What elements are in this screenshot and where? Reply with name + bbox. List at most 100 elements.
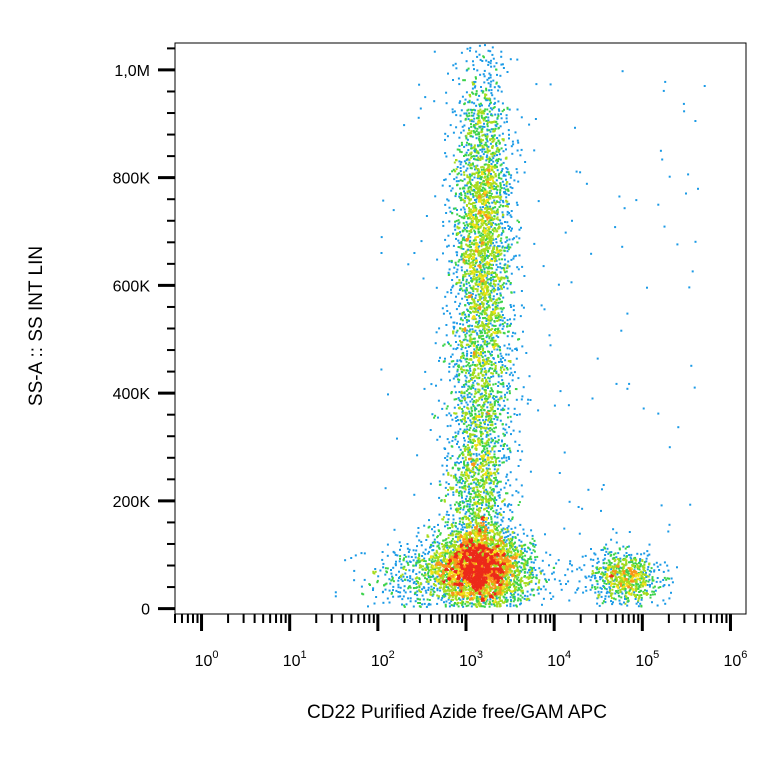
event-point (475, 562, 477, 565)
event-point (472, 214, 475, 216)
event-point (486, 534, 489, 537)
event-point (459, 602, 462, 605)
event-point (504, 598, 507, 601)
event-point (459, 504, 462, 507)
event-point (455, 483, 458, 486)
event-point (474, 558, 477, 560)
event-point (476, 537, 479, 540)
event-point (426, 564, 429, 567)
event-point (460, 360, 463, 363)
event-point (507, 530, 510, 533)
event-point (454, 375, 457, 378)
event-point (471, 589, 474, 591)
event-point (493, 501, 496, 504)
event-point (472, 453, 475, 456)
event-point (478, 583, 481, 586)
event-point (476, 488, 479, 491)
event-point (485, 412, 488, 415)
event-point (507, 554, 510, 557)
event-point (507, 535, 510, 538)
event-point (477, 560, 480, 563)
event-point (415, 573, 418, 575)
event-point (457, 552, 460, 555)
event-point (528, 569, 530, 572)
event-point (459, 508, 462, 511)
event-point (469, 500, 472, 503)
event-point (500, 541, 503, 544)
event-point (430, 555, 432, 558)
event-point (477, 223, 480, 226)
event-point (460, 551, 463, 554)
event-point (488, 232, 491, 235)
event-point (435, 549, 438, 552)
event-point (494, 554, 497, 557)
event-point (464, 488, 467, 491)
event-point (473, 492, 476, 495)
event-point (505, 353, 508, 356)
event-point (510, 420, 513, 423)
event-point (481, 368, 484, 371)
event-point (459, 590, 462, 593)
event-point (488, 110, 491, 113)
event-point (473, 529, 476, 532)
event-point (483, 547, 486, 550)
event-point (473, 459, 476, 462)
event-point (517, 491, 520, 494)
event-point (469, 560, 472, 563)
event-point (466, 467, 469, 470)
event-point (456, 375, 459, 378)
event-point (518, 430, 521, 433)
event-point (462, 466, 464, 469)
event-point (497, 450, 500, 452)
event-point (491, 539, 494, 542)
event-point (448, 545, 451, 548)
event-point (455, 562, 458, 564)
event-point (514, 536, 517, 539)
event-point (475, 454, 478, 457)
event-point (484, 525, 487, 528)
event-point (512, 572, 515, 575)
event-point (459, 359, 462, 362)
event-point (457, 574, 460, 577)
event-point (493, 480, 496, 483)
event-point (496, 148, 499, 151)
event-point (485, 195, 488, 198)
event-point (499, 488, 502, 491)
event-point (483, 376, 486, 379)
event-point (487, 564, 490, 567)
event-point (448, 546, 451, 549)
event-point (476, 543, 479, 545)
event-point (521, 558, 524, 561)
event-point (480, 451, 483, 454)
event-point (423, 524, 426, 527)
event-point (499, 158, 502, 161)
event-point (483, 592, 486, 595)
event-point (456, 461, 458, 464)
event-point (456, 601, 459, 604)
event-point (460, 476, 463, 479)
event-point (506, 528, 509, 531)
event-point (486, 571, 488, 574)
event-point (504, 578, 507, 581)
event-point (420, 540, 423, 543)
event-point (469, 236, 472, 239)
event-point (477, 410, 480, 413)
event-point (480, 434, 483, 437)
event-point (424, 553, 427, 556)
event-point (488, 571, 491, 574)
event-point (515, 585, 518, 588)
event-point (481, 504, 484, 507)
event-point (493, 97, 496, 100)
event-point (452, 592, 455, 595)
event-point (536, 555, 539, 558)
event-point (446, 510, 449, 513)
event-point (507, 548, 509, 551)
event-point (464, 414, 467, 416)
event-point (480, 498, 483, 501)
event-point (507, 525, 510, 528)
event-point (474, 246, 477, 249)
event-point (475, 514, 478, 517)
event-point (467, 571, 470, 574)
event-point (499, 185, 502, 188)
event-point (473, 268, 475, 271)
